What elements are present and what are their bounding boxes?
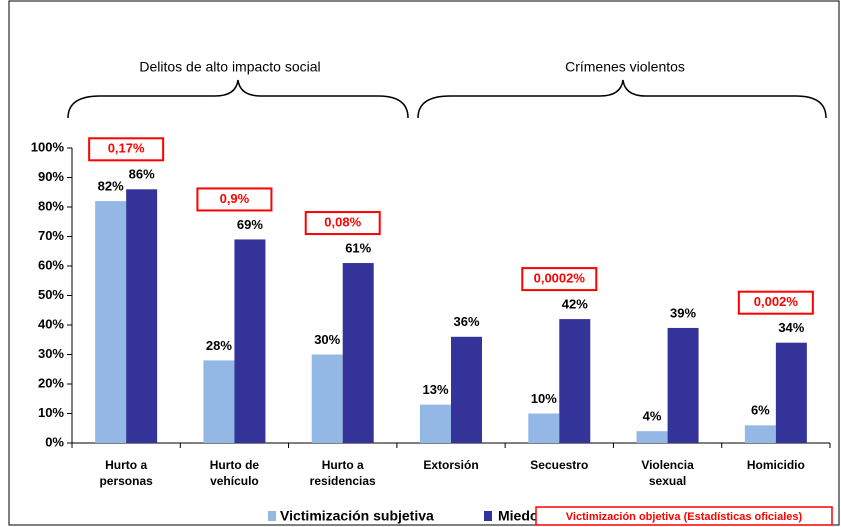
x-tick-label: Violencia sexual	[641, 458, 694, 488]
objective-box	[737, 290, 814, 315]
legend-box	[535, 506, 833, 526]
bar	[775, 342, 807, 443]
value-label: 10%	[531, 391, 557, 406]
value-label: 36%	[453, 314, 479, 329]
objective-label: 0,17%	[108, 141, 145, 156]
chart-frame	[8, 0, 840, 526]
x-tick-label: Hurto a residencias	[309, 458, 376, 488]
y-tick-label: 80%	[38, 198, 64, 213]
bar	[420, 404, 451, 443]
value-label: 28%	[206, 338, 232, 353]
value-label: 6%	[751, 403, 770, 418]
bar	[203, 360, 235, 443]
y-tick-label: 50%	[38, 287, 64, 302]
value-label: 13%	[422, 382, 448, 397]
value-label: 82%	[98, 179, 124, 194]
objective-box	[521, 267, 598, 292]
y-tick-label: 90%	[38, 169, 64, 184]
bar	[126, 189, 158, 443]
objective-box	[304, 211, 381, 236]
legend-swatch	[268, 511, 276, 521]
value-label: 69%	[237, 217, 263, 232]
bar	[744, 425, 776, 443]
group-label: Delitos de alto impacto social	[139, 59, 320, 75]
y-tick-label: 60%	[38, 257, 64, 272]
y-tick-label: 100%	[31, 139, 65, 154]
y-tick-label: 10%	[38, 405, 64, 420]
y-tick-label: 40%	[38, 316, 64, 331]
x-tick-label: Homicidio	[746, 458, 805, 472]
group-label: Crímenes violentos	[565, 59, 685, 75]
bar	[451, 336, 482, 443]
legend-label: Victimización objetiva (Estadísticas ofi…	[566, 511, 803, 523]
x-tick-label: Hurto de vehículo	[209, 458, 260, 488]
value-label: 42%	[562, 297, 588, 312]
bar	[636, 431, 668, 443]
value-label: 86%	[129, 167, 155, 182]
bar	[667, 327, 699, 443]
y-tick-label: 20%	[38, 375, 64, 390]
bar	[234, 239, 266, 443]
x-tick-label: Secuestro	[530, 458, 589, 472]
objective-label: 0,0002%	[534, 271, 586, 286]
brace	[67, 79, 409, 119]
legend-label: Miedo	[498, 508, 538, 524]
objective-label: 0,002%	[754, 294, 799, 309]
objective-label: 0,08%	[324, 214, 361, 229]
y-tick-label: 30%	[38, 346, 64, 361]
value-label: 61%	[345, 240, 371, 255]
bar	[559, 319, 591, 443]
value-label: 34%	[778, 320, 804, 335]
bar	[342, 263, 374, 443]
value-label: 39%	[670, 305, 696, 320]
x-tick-label: Extorsión	[423, 458, 479, 472]
legend-swatch	[484, 511, 492, 521]
y-tick-label: 0%	[45, 434, 64, 449]
bar	[311, 354, 343, 443]
x-tick-label: Hurto a personas	[99, 458, 153, 488]
bar	[95, 201, 127, 443]
objective-box	[88, 137, 165, 162]
legend-label: Victimización subjetiva	[280, 508, 434, 524]
y-tick-label: 70%	[38, 228, 64, 243]
value-label: 4%	[643, 409, 662, 424]
brace	[417, 79, 827, 119]
objective-label: 0,9%	[220, 191, 250, 206]
objective-box	[196, 187, 273, 212]
value-label: 30%	[314, 332, 340, 347]
bar	[528, 413, 560, 443]
